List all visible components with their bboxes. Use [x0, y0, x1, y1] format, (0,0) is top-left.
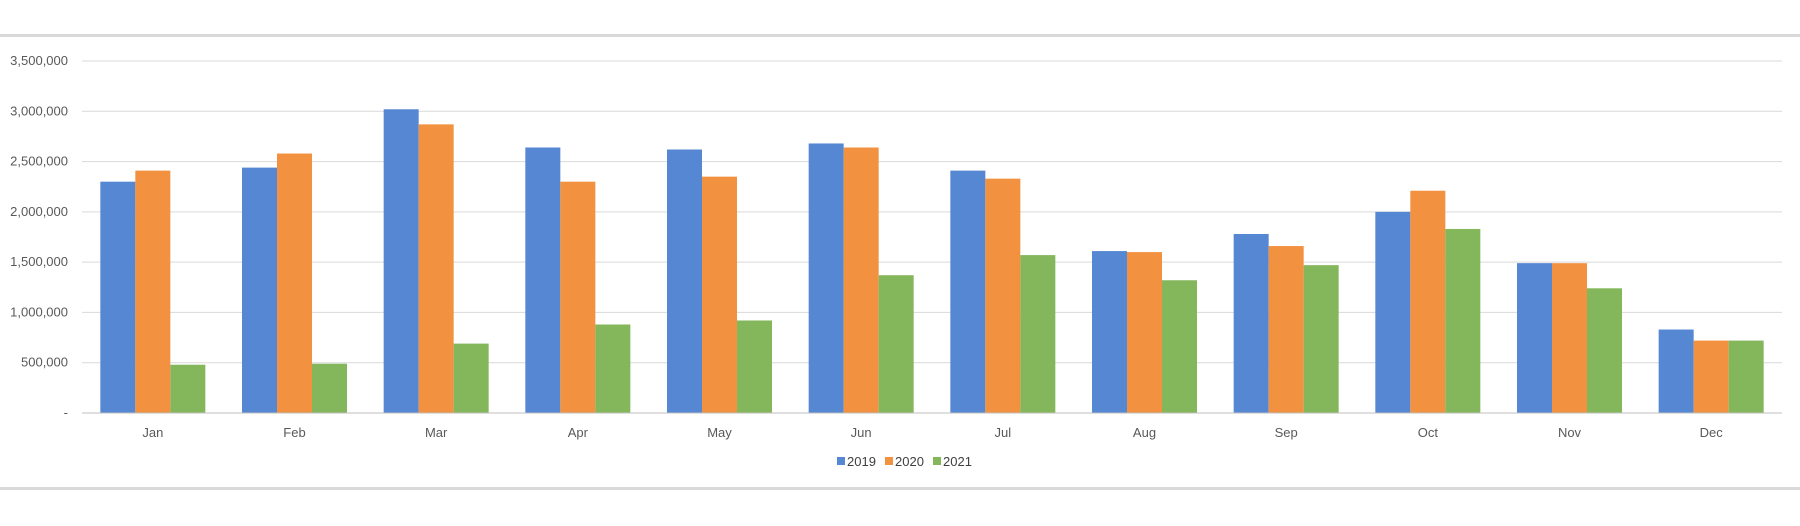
x-tick-label: Dec [1700, 425, 1724, 440]
legend-label-2019: 2019 [847, 454, 876, 469]
bar-2019-aug [1092, 251, 1127, 413]
x-tick-label: Sep [1275, 425, 1298, 440]
bar-2021-mar [453, 343, 489, 413]
bar-2020-aug [1127, 252, 1162, 413]
bar-2019-may [667, 149, 702, 413]
x-tick-label: Aug [1133, 425, 1156, 440]
y-tick-label: - [64, 405, 68, 420]
y-tick-label: 2,000,000 [10, 204, 68, 219]
y-axis-tick-labels: - 500,000 1,000,000 1,500,000 2,000,000 2,500… [10, 53, 68, 420]
bar-2019-oct [1375, 211, 1411, 413]
bar-2020-feb [277, 153, 312, 414]
gridlines [82, 60, 1782, 364]
bar-2020-dec [1693, 340, 1729, 413]
bar-2021-apr [595, 324, 631, 413]
y-tick-label: 500,000 [21, 355, 68, 370]
bar-2020-may [702, 176, 737, 413]
x-tick-label: Nov [1558, 425, 1582, 440]
y-tick-label: 1,500,000 [10, 254, 68, 269]
x-tick-label: May [707, 425, 732, 440]
x-axis-tick-labels: Jan Feb Mar Apr May Jun Jul Aug Sep Oct Nov Dec [142, 425, 1723, 440]
legend-label-2020: 2020 [895, 454, 924, 469]
bar-2019-nov [1517, 263, 1552, 413]
bar-chart: - 500,000 1,000,000 1,500,000 2,000,000 2,500… [10, 53, 1782, 469]
x-tick-label: Jun [851, 425, 872, 440]
x-tick-label: Jul [995, 425, 1012, 440]
legend: 2019 2020 2021 [837, 454, 972, 469]
bar-2020-oct [1410, 190, 1446, 413]
bar-2021-may [737, 320, 772, 413]
bar-2021-jun [878, 275, 914, 413]
legend-swatch-2019 [837, 457, 845, 465]
y-tick-label: 2,500,000 [10, 154, 68, 169]
y-tick-label: 3,000,000 [10, 103, 68, 118]
bar-2021-sep [1303, 265, 1339, 413]
bar-2019-jul [950, 170, 986, 413]
bar-2020-jun [843, 147, 879, 413]
y-tick-label: 3,500,000 [10, 53, 68, 68]
bar-2019-apr [525, 147, 561, 413]
bar-2021-nov [1587, 288, 1622, 413]
bar-2021-oct [1445, 228, 1481, 413]
bar-2020-mar [418, 124, 454, 414]
bar-2019-feb [242, 167, 277, 413]
x-tick-label: Jan [142, 425, 163, 440]
bar-2020-jul [985, 178, 1021, 413]
x-tick-label: Mar [425, 425, 448, 440]
legend-label-2021: 2021 [943, 454, 972, 469]
bar-2021-jul [1020, 255, 1056, 413]
bar-2019-mar [383, 109, 419, 413]
bar-2021-feb [312, 363, 347, 413]
x-tick-label: Apr [568, 425, 589, 440]
chart-panel: - 500,000 1,000,000 1,500,000 2,000,000 2,500… [0, 34, 1800, 490]
bar-2020-nov [1552, 263, 1587, 413]
bars [100, 109, 1764, 414]
legend-swatch-2021 [933, 457, 941, 465]
bar-2021-aug [1162, 280, 1197, 413]
bar-2019-sep [1233, 233, 1269, 413]
x-tick-label: Feb [283, 425, 305, 440]
y-tick-label: 1,000,000 [10, 304, 68, 319]
x-tick-label: Oct [1418, 425, 1439, 440]
legend-swatch-2020 [885, 457, 893, 465]
bar-2019-dec [1658, 329, 1694, 413]
bar-2020-jan [135, 170, 171, 413]
bar-2020-sep [1268, 246, 1304, 413]
bar-2020-apr [560, 181, 596, 413]
bar-2021-dec [1728, 340, 1764, 413]
bar-2019-jun [808, 143, 844, 413]
bar-2021-jan [170, 364, 206, 413]
bar-2019-jan [100, 181, 136, 413]
